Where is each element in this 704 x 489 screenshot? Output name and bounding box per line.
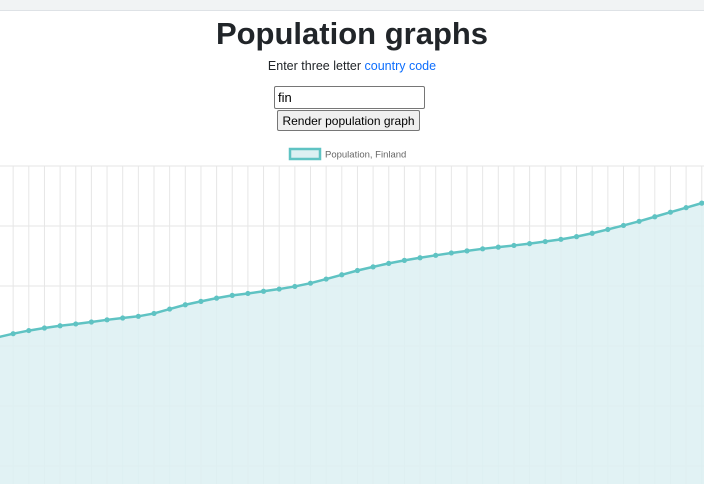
data-point [58, 323, 63, 328]
data-point [527, 241, 532, 246]
data-point [386, 261, 391, 266]
data-point [324, 276, 329, 281]
page-title: Population graphs [0, 14, 704, 54]
data-point [511, 243, 516, 248]
data-point [684, 205, 689, 210]
data-point [151, 311, 156, 316]
data-point [543, 239, 548, 244]
intro-label: Enter three letter [268, 59, 365, 73]
data-point [339, 272, 344, 277]
data-point [308, 281, 313, 286]
data-point [230, 293, 235, 298]
data-point [292, 284, 297, 289]
data-point [371, 264, 376, 269]
chart-legend: Population, Finland [290, 149, 406, 161]
data-point [433, 253, 438, 258]
data-point [464, 248, 469, 253]
data-point [652, 214, 657, 219]
data-point [42, 325, 47, 330]
data-point [198, 299, 203, 304]
data-point [449, 250, 454, 255]
data-point [73, 321, 78, 326]
data-point [104, 317, 109, 322]
data-point [183, 302, 188, 307]
data-point [167, 306, 172, 311]
data-point [668, 210, 673, 215]
data-point [136, 314, 141, 319]
data-point [11, 331, 16, 336]
data-point [402, 258, 407, 263]
country-code-link[interactable]: country code [365, 59, 437, 73]
data-point [277, 286, 282, 291]
data-point [590, 231, 595, 236]
data-point [214, 296, 219, 301]
series-area-population-finland [0, 194, 704, 484]
data-point [355, 268, 360, 273]
data-point [261, 289, 266, 294]
data-point [89, 319, 94, 324]
data-point [417, 255, 422, 260]
country-code-input[interactable] [274, 86, 425, 109]
data-point [496, 245, 501, 250]
data-point [621, 223, 626, 228]
intro-text: Enter three letter country code [0, 58, 704, 74]
data-point [605, 227, 610, 232]
data-point [574, 234, 579, 239]
population-chart: Population, Finland [0, 140, 704, 484]
legend-swatch [290, 149, 320, 159]
render-population-graph-button[interactable]: Render population graph [277, 110, 420, 131]
data-point [558, 237, 563, 242]
data-point [480, 246, 485, 251]
data-point [637, 219, 642, 224]
data-point [245, 291, 250, 296]
legend-label: Population, Finland [325, 150, 406, 161]
data-point [120, 315, 125, 320]
population-chart-svg: Population, Finland [0, 140, 704, 484]
data-point [26, 328, 31, 333]
browser-top-strip [0, 0, 704, 11]
